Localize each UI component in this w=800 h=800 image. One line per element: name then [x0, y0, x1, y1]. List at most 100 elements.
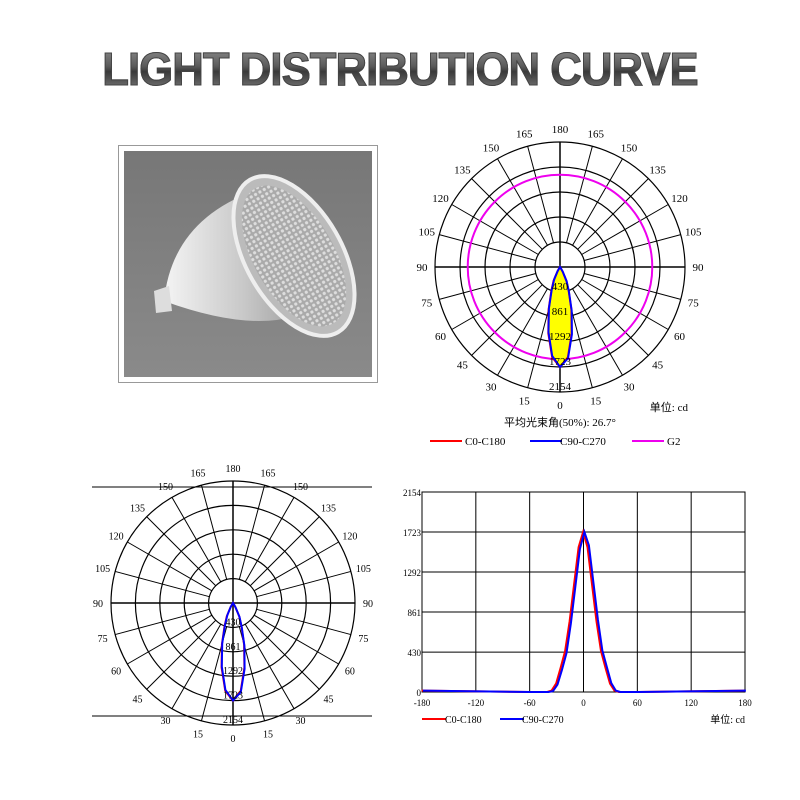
angle-tick-label: 150	[158, 482, 173, 493]
top-polar-chart: 0 15 15 30 30 45 45 60 60 75 75 90 90 105 105 120 120 135…	[417, 124, 705, 412]
angle-tick-label: 75	[688, 298, 700, 310]
series-c90-c270	[220, 601, 246, 703]
grid-spoke	[244, 497, 295, 583]
legend-c90: C90-C270	[560, 436, 606, 448]
y-tick-label: 2154	[403, 488, 422, 498]
beam-angle-label: 平均光束角(50%): 26.7°	[504, 415, 616, 429]
grid-spoke	[115, 608, 210, 636]
angle-tick-label: 60	[345, 667, 355, 678]
angle-tick-label: 120	[432, 193, 449, 205]
radial-tick-label: 1292	[223, 666, 243, 677]
angle-tick-label: 150	[483, 142, 500, 154]
grid-spoke	[439, 234, 536, 262]
grid-spoke	[249, 619, 320, 690]
angle-tick-label: 90	[693, 262, 705, 274]
angle-tick-label: 135	[130, 504, 145, 515]
radial-tick-label: 2154	[223, 715, 243, 726]
y-tick-label: 1292	[403, 568, 421, 578]
grid-spoke	[238, 485, 266, 580]
grid-spoke	[565, 146, 593, 243]
x-tick-label: 0	[581, 698, 586, 708]
radial-tick-label: 861	[226, 642, 241, 653]
angle-tick-label: 120	[342, 532, 357, 543]
radial-tick-label: 861	[552, 306, 569, 318]
grid-spoke	[439, 272, 536, 300]
radial-tick-label: 1723	[549, 356, 572, 368]
angle-tick-label: 90	[417, 262, 429, 274]
grid-spoke	[584, 272, 681, 300]
grid-spoke	[572, 288, 623, 376]
angle-tick-label: 60	[674, 331, 686, 343]
grid-spoke	[200, 485, 228, 580]
top-legend: C0-C180 C90-C270 G2	[430, 436, 680, 448]
angle-tick-label: 150	[621, 142, 638, 154]
angle-tick-label: 30	[624, 382, 636, 394]
angle-tick-label: 180	[226, 464, 241, 475]
grid-spoke	[577, 284, 649, 356]
angle-tick-label: 30	[161, 716, 171, 727]
radial-tick-label: 430	[226, 617, 241, 628]
angle-tick-label: 0	[231, 734, 236, 745]
angle-tick-label: 120	[109, 532, 124, 543]
grid-spoke	[451, 204, 539, 255]
series-c90-c270	[547, 265, 573, 369]
x-tick-label: -60	[524, 698, 536, 708]
grid-spoke	[256, 570, 351, 598]
angle-tick-label: 135	[321, 504, 336, 515]
grid-spoke	[253, 541, 339, 592]
angle-tick-label: 75	[98, 634, 108, 645]
x-tick-label: -120	[468, 698, 485, 708]
angle-tick-label: 135	[454, 164, 471, 176]
legend-c90: C90-C270	[522, 715, 564, 726]
angle-tick-label: 15	[193, 729, 203, 740]
y-tick-label: 0	[417, 688, 422, 698]
angle-tick-label: 15	[519, 395, 531, 407]
grid-spoke	[577, 178, 649, 250]
angle-tick-label: 15	[263, 729, 273, 740]
angle-tick-label: 165	[191, 469, 206, 480]
grid-spoke	[244, 623, 295, 709]
grid-spoke	[451, 279, 539, 330]
grid-spoke	[171, 497, 222, 583]
grid-spoke	[497, 288, 548, 376]
angle-tick-label: 105	[356, 564, 371, 575]
cartesian-unit-label: 单位: cd	[710, 713, 745, 726]
angle-tick-label: 90	[363, 599, 373, 610]
y-tick-label: 430	[408, 648, 422, 658]
grid-spoke	[171, 623, 222, 709]
grid-spoke	[115, 570, 210, 598]
y-tick-label: 1723	[403, 528, 422, 538]
angle-tick-label: 60	[111, 667, 121, 678]
grid-spoke	[127, 614, 213, 665]
x-tick-label: 60	[633, 698, 643, 708]
angle-tick-label: 165	[260, 469, 275, 480]
radial-tick-label: 2154	[549, 381, 572, 393]
y-tick-label: 861	[408, 608, 422, 618]
product-photo	[118, 145, 378, 383]
grid-spoke	[146, 516, 217, 587]
angle-tick-label: 30	[486, 382, 498, 394]
legend-c0: C0-C180	[445, 715, 482, 726]
angle-tick-label: 60	[435, 331, 447, 343]
grid-spoke	[253, 614, 339, 665]
grid-spoke	[581, 204, 669, 255]
page-title: LIGHT DISTRIBUTION CURVE	[20, 42, 780, 96]
angle-tick-label: 90	[93, 599, 103, 610]
radial-tick-label: 430	[552, 281, 569, 293]
legend-c0: C0-C180	[465, 436, 506, 448]
angle-tick-label: 105	[685, 226, 702, 238]
grid-spoke	[572, 158, 623, 246]
radial-tick-label: 1723	[223, 691, 243, 702]
cartesian-chart: -180 -120 -60 0 60 120 180 0 430 861 1292 1723 2154	[403, 488, 752, 708]
grid-spoke	[497, 158, 548, 246]
grid-spoke	[256, 608, 351, 636]
angle-tick-label: 105	[418, 226, 435, 238]
beam-fill	[548, 267, 572, 367]
grid-spoke	[127, 541, 213, 592]
radial-tick-label: 1292	[549, 331, 571, 343]
grid-spoke	[584, 234, 681, 262]
grid-spoke	[146, 619, 217, 690]
angle-tick-label: 75	[358, 634, 368, 645]
grid-spoke	[527, 146, 555, 243]
grid-spoke	[471, 284, 543, 356]
